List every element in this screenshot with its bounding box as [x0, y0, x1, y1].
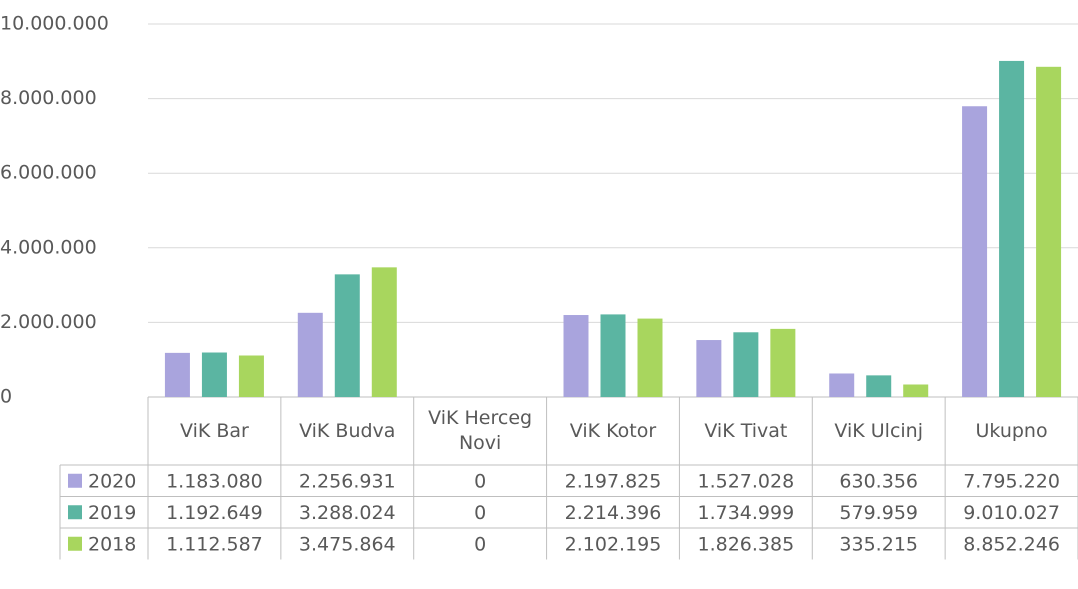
table-value: 0 [474, 470, 486, 492]
bar [903, 384, 929, 397]
bar [297, 312, 323, 397]
x-tick-label-box: ViK Kotor [569, 419, 657, 442]
x-tick-label-box: ViK Herceg Novi [428, 407, 533, 454]
bar [371, 267, 397, 397]
bar [829, 373, 855, 397]
bar [563, 315, 589, 397]
x-tick-label: ViK Budva [299, 419, 396, 442]
table-value: 0 [474, 533, 486, 555]
bar [637, 318, 663, 397]
x-tick-label-box: ViK Ulcinj [834, 419, 923, 442]
y-tick-label: 10.000.000 [0, 13, 109, 35]
bar [238, 355, 264, 397]
bar [334, 274, 360, 397]
table-value: 9.010.027 [963, 502, 1060, 524]
bar [164, 352, 190, 397]
legend-label: 2018 [88, 533, 136, 555]
table-value: 7.795.220 [963, 470, 1060, 492]
table-value: 8.852.246 [963, 533, 1060, 555]
bar [962, 106, 988, 398]
table-value: 3.288.024 [299, 502, 396, 524]
x-tick-label: ViK Herceg Novi [428, 407, 533, 454]
legend-swatch [68, 505, 82, 520]
table-value: 2.102.195 [565, 533, 662, 555]
y-tick-label: 8.000.000 [0, 87, 97, 109]
x-tick-label: ViK Tivat [704, 419, 788, 442]
x-tick-label: ViK Ulcinj [834, 419, 923, 442]
x-tick-label-box: ViK Tivat [704, 419, 788, 442]
y-tick-label: 0 [0, 386, 12, 408]
legend-swatch [68, 536, 82, 551]
x-tick-label-box: ViK Bar [179, 419, 249, 442]
table-value: 2.197.825 [565, 470, 662, 492]
table-value: 335.215 [839, 533, 918, 555]
x-tick-label-box: Ukupno [975, 419, 1048, 442]
bar [866, 375, 892, 397]
table-value: 2.256.931 [299, 470, 396, 492]
bar [1036, 66, 1062, 398]
table-value: 1.112.587 [166, 533, 263, 555]
bar [696, 340, 722, 397]
legend-label: 2020 [88, 470, 136, 492]
bar [201, 352, 227, 397]
table-value: 1.734.999 [698, 502, 795, 524]
x-tick-label: ViK Bar [179, 419, 249, 442]
table-value: 1.192.649 [166, 502, 263, 524]
table-value: 2.214.396 [565, 502, 662, 524]
legend-swatch [68, 473, 82, 488]
legend-label: 2019 [88, 502, 136, 524]
y-tick-label: 6.000.000 [0, 162, 97, 184]
bar [733, 332, 759, 397]
y-tick-label: 4.000.000 [0, 236, 97, 258]
bar [999, 60, 1025, 397]
table-value: 1.527.028 [698, 470, 795, 492]
table-value: 1.183.080 [166, 470, 263, 492]
table-value: 579.959 [839, 502, 918, 524]
table-value: 3.475.864 [299, 533, 396, 555]
bar [600, 314, 626, 397]
table-value: 0 [474, 502, 486, 524]
x-tick-label: Ukupno [975, 419, 1048, 442]
x-tick-label-box: ViK Budva [299, 419, 396, 442]
table-value: 630.356 [839, 470, 918, 492]
bar [770, 328, 796, 397]
x-tick-label: ViK Kotor [569, 419, 657, 442]
table-value: 1.826.385 [698, 533, 795, 555]
y-tick-label: 2.000.000 [0, 311, 97, 333]
